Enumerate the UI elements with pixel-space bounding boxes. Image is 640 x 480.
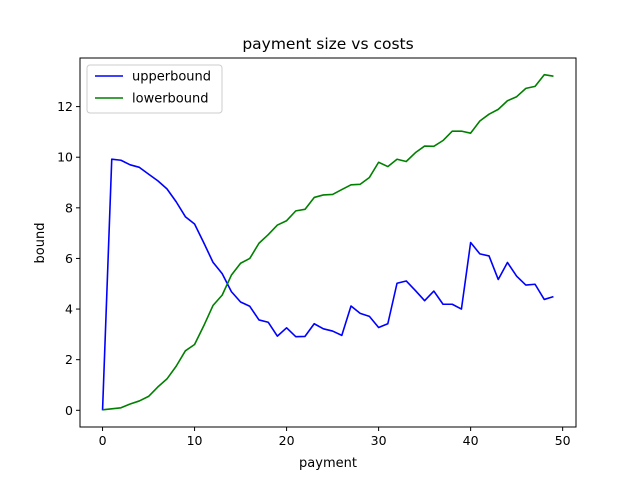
series-line-lowerbound bbox=[102, 73, 554, 411]
legend: upperbound lowerbound bbox=[86, 64, 223, 114]
y-tick-label: 0 bbox=[65, 403, 73, 418]
x-tick-label: 10 bbox=[187, 433, 203, 448]
y-axis-label: bound bbox=[33, 223, 48, 264]
x-tick-label: 30 bbox=[371, 433, 387, 448]
x-tick-label: 0 bbox=[99, 433, 107, 448]
chart-title: payment size vs costs bbox=[242, 35, 413, 53]
plot-area bbox=[101, 73, 554, 411]
x-tick-label: 20 bbox=[279, 433, 295, 448]
y-tick-label: 10 bbox=[57, 150, 73, 165]
series-line-upperbound bbox=[101, 158, 554, 411]
x-tick-label: 50 bbox=[555, 433, 571, 448]
y-axis: 0 2 4 6 8 10 12 bbox=[57, 99, 80, 418]
legend-label-lowerbound: lowerbound bbox=[132, 92, 208, 107]
x-axis-label: payment bbox=[299, 456, 357, 471]
y-tick-label: 2 bbox=[65, 352, 73, 367]
x-axis: 0 10 20 30 40 50 bbox=[99, 427, 571, 448]
legend-label-upperbound: upperbound bbox=[132, 70, 211, 85]
axes-frame bbox=[79, 57, 577, 428]
y-tick-label: 12 bbox=[57, 99, 73, 114]
y-tick-label: 4 bbox=[65, 302, 73, 317]
x-tick-label: 40 bbox=[463, 433, 479, 448]
legend-box bbox=[86, 64, 223, 114]
y-tick-label: 8 bbox=[65, 200, 73, 215]
y-tick-label: 6 bbox=[65, 251, 73, 266]
